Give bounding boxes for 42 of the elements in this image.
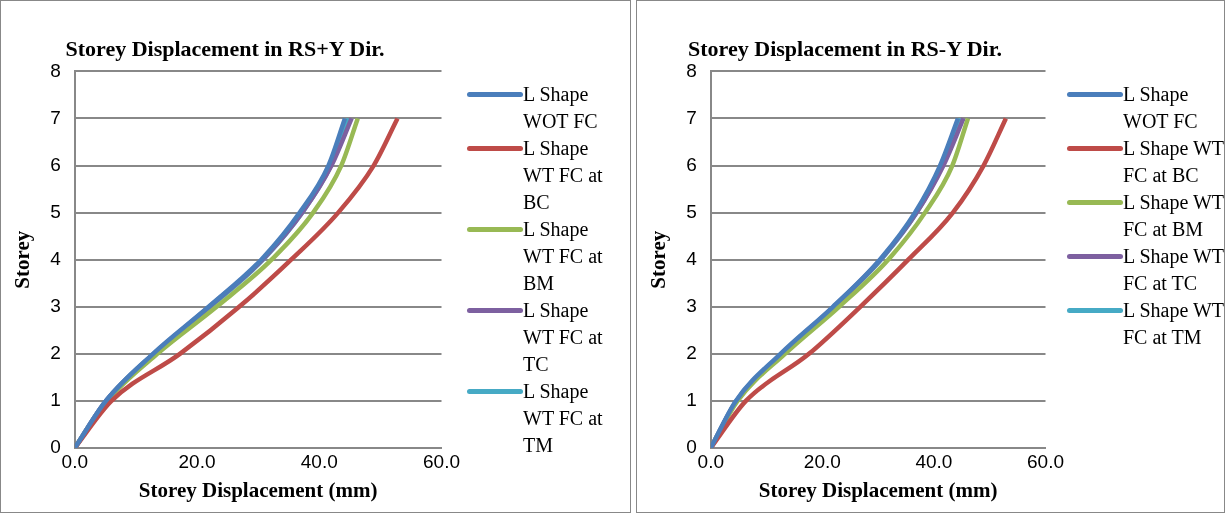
legend-label: L Shape WT FC at BM — [523, 217, 604, 296]
y-tick-label: 4 — [50, 247, 62, 269]
y-tick-label: 4 — [686, 247, 698, 269]
legend-label: L Shape WT FC at BC — [1123, 136, 1225, 188]
x-axis-title: Storey Displacement (mm) — [138, 477, 378, 502]
x-axis-title: Storey Displacement (mm) — [758, 477, 998, 502]
y-tick-label: 0 — [686, 436, 697, 458]
y-tick-label: 7 — [50, 106, 61, 128]
legend-label: L Shape WT FC at TM — [1123, 298, 1225, 350]
x-tick-label: 60.0 — [1027, 450, 1064, 472]
x-tick-label: 0.0 — [61, 450, 88, 472]
y-axis-title: Storey — [646, 230, 671, 289]
legend-label: L Shape WT FC at TM — [523, 379, 604, 458]
y-tick-label: 6 — [50, 153, 61, 175]
x-tick-label: 0.0 — [697, 450, 724, 472]
y-tick-label: 2 — [50, 342, 61, 364]
x-tick-label: 40.0 — [915, 450, 953, 472]
legend-label: L Shape WT FC at BM — [1123, 190, 1225, 242]
y-tick-label: 2 — [686, 342, 697, 364]
legend-label: L Shape WT FC at TC — [523, 298, 604, 377]
y-tick-label: 1 — [686, 389, 697, 411]
y-tick-label: 5 — [686, 200, 697, 222]
legend-label: L Shape WT FC at BC — [523, 136, 604, 215]
y-tick-label: 0 — [50, 436, 61, 458]
x-tick-label: 20.0 — [178, 450, 216, 472]
y-tick-label: 3 — [686, 295, 697, 317]
y-tick-label: 5 — [50, 200, 61, 222]
legend-label: L Shape WOT FC — [1123, 82, 1199, 134]
y-tick-label: 8 — [686, 59, 697, 81]
y-tick-label: 6 — [686, 153, 697, 175]
chart-title: Storey Displacement in RS-Y Dir. — [688, 35, 1002, 61]
y-axis-title: Storey — [10, 230, 35, 289]
y-tick-label: 7 — [686, 106, 697, 128]
y-tick-label: 3 — [50, 295, 61, 317]
chart-title: Storey Displacement in RS+Y Dir. — [65, 35, 385, 61]
x-tick-label: 20.0 — [803, 450, 841, 472]
y-tick-label: 1 — [50, 389, 61, 411]
x-tick-label: 40.0 — [300, 450, 338, 472]
legend-label: L Shape WOT FC — [523, 82, 599, 134]
x-tick-label: 60.0 — [423, 450, 460, 472]
legend-label: L Shape WT FC at TC — [1123, 244, 1225, 296]
y-tick-label: 8 — [50, 59, 61, 81]
